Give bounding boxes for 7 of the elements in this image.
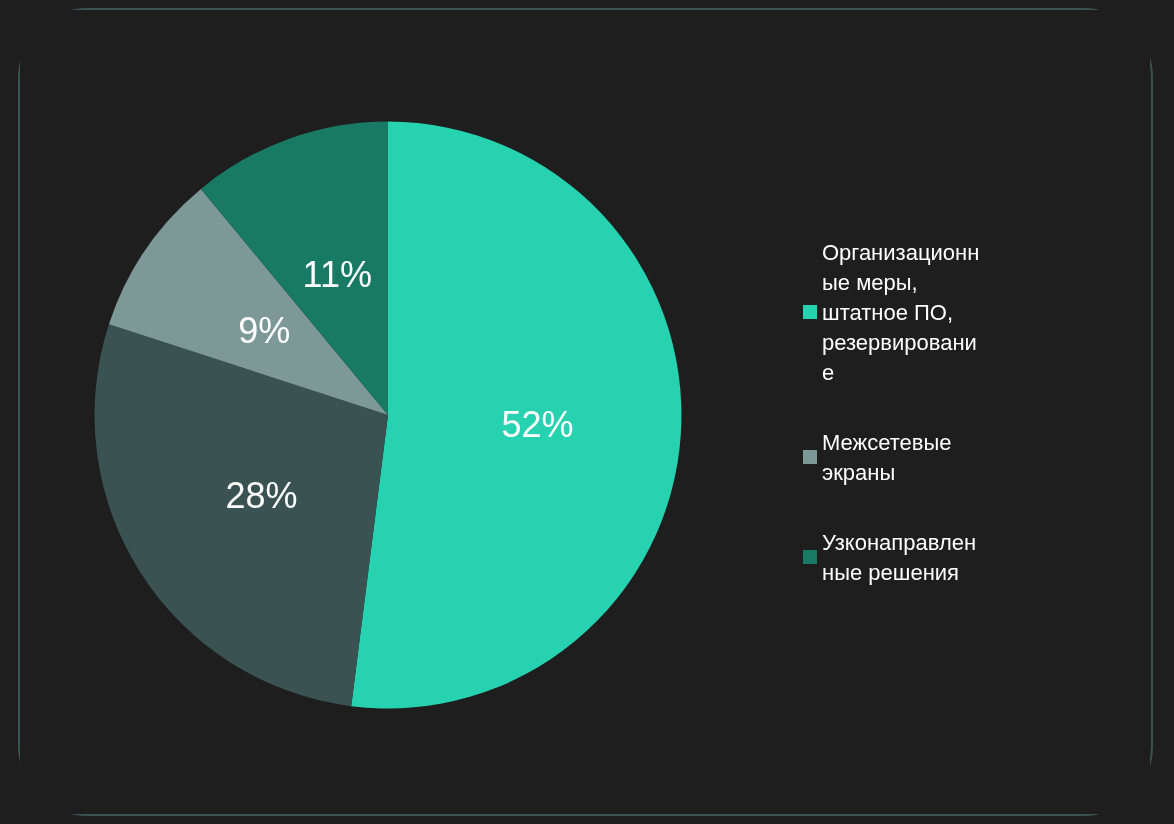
data-label: 11% — [302, 253, 372, 295]
data-label: 9% — [238, 310, 291, 352]
data-label: 28% — [225, 474, 298, 516]
legend-label: Узконаправленные решения — [822, 529, 977, 585]
legend-label: Организационные меры, штатное ПО, резервирование — [822, 239, 980, 385]
legend-label: Межсетевые экраны — [822, 429, 958, 485]
data-label: 52% — [501, 403, 574, 445]
